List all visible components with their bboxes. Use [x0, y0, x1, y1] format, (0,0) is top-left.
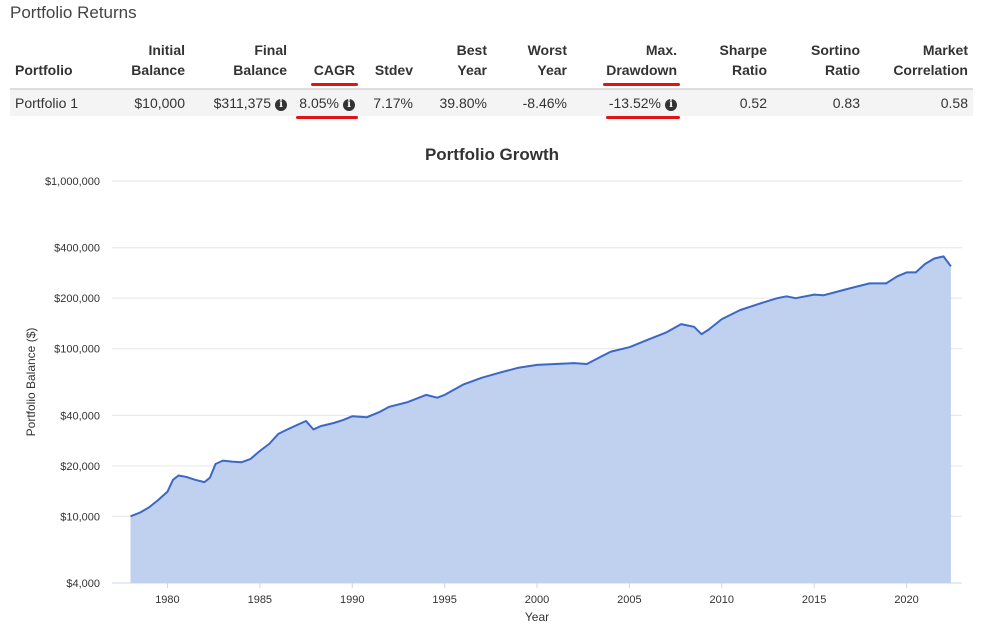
- header-portfolio: Portfolio: [10, 38, 116, 90]
- cell-max-drawdown: -13.52% i: [572, 89, 682, 119]
- table-row: Portfolio 1 $10,000 $311,375 i 8.05% i 7.1…: [10, 89, 973, 119]
- header-cagr[interactable]: CAGR: [292, 38, 360, 90]
- header-initial-balance: Initial Balance: [116, 38, 190, 90]
- cell-sharpe-ratio: 0.52: [682, 89, 772, 116]
- chart-title: Portfolio Growth: [425, 145, 559, 164]
- header-best-year: Best Year: [418, 38, 492, 90]
- cell-initial-balance: $10,000: [116, 89, 190, 116]
- cagr-value-highlight: 8.05% i: [296, 95, 358, 119]
- x-tick-label: 2005: [617, 594, 641, 606]
- portfolio-growth-area: [130, 256, 951, 583]
- y-tick-label: $1,000,000: [45, 176, 100, 188]
- cagr-header-highlight: CAGR: [310, 62, 359, 86]
- x-tick-label: 1985: [248, 594, 272, 606]
- cell-stdev: 7.17%: [360, 89, 418, 116]
- table-header-row: Portfolio Initial Balance Final Balance CA…: [10, 38, 973, 90]
- x-tick-label: 2020: [894, 594, 918, 606]
- x-tick-label: 1995: [432, 594, 456, 606]
- cell-portfolio: Portfolio 1: [10, 89, 116, 116]
- y-tick-label: $4,000: [66, 578, 100, 590]
- x-tick-label: 1990: [340, 594, 364, 606]
- info-icon[interactable]: i: [275, 99, 287, 111]
- info-icon[interactable]: i: [665, 99, 677, 111]
- header-final-balance: Final Balance: [190, 38, 292, 90]
- cell-final-balance: $311,375 i: [190, 89, 292, 116]
- info-icon[interactable]: i: [343, 99, 355, 111]
- header-worst-year: Worst Year: [492, 38, 572, 90]
- cell-best-year: 39.80%: [418, 89, 492, 116]
- portfolio-growth-chart: Portfolio Growth $1,000,000 $400,000 $200,…: [24, 145, 962, 624]
- x-tick-label: 2010: [710, 594, 734, 606]
- x-axis-ticks: 1980 1985 1990 1995 2000 2005 2010 2015 2020: [112, 582, 962, 606]
- max-drawdown-value-highlight: -13.52% i: [605, 95, 681, 119]
- x-axis-label: Year: [525, 610, 549, 624]
- y-tick-label: $10,000: [60, 511, 100, 523]
- max-drawdown-header-highlight: Drawdown: [603, 62, 680, 86]
- y-tick-label: $400,000: [54, 243, 100, 255]
- x-tick-label: 2000: [525, 594, 549, 606]
- y-tick-label: $200,000: [54, 293, 100, 305]
- header-max-drawdown[interactable]: Max. Drawdown: [572, 38, 682, 90]
- portfolio-returns-table: Portfolio Initial Balance Final Balance CA…: [10, 38, 973, 119]
- cell-sortino-ratio: 0.83: [772, 89, 865, 116]
- y-tick-label: $40,000: [60, 410, 100, 422]
- cell-cagr: 8.05% i: [292, 89, 360, 119]
- header-market-correlation: Market Correlation: [865, 38, 973, 90]
- cell-market-correlation: 0.58: [865, 89, 973, 116]
- y-axis-label: Portfolio Balance ($): [24, 328, 38, 437]
- y-tick-label: $20,000: [60, 461, 100, 473]
- header-sharpe-ratio: Sharpe Ratio: [682, 38, 772, 90]
- cell-worst-year: -8.46%: [492, 89, 572, 116]
- section-title: Portfolio Returns: [10, 3, 137, 22]
- y-axis-ticks: $1,000,000 $400,000 $200,000 $100,000 $40,00…: [45, 176, 100, 590]
- x-tick-label: 1980: [155, 594, 179, 606]
- header-sortino-ratio: Sortino Ratio: [772, 38, 865, 90]
- y-tick-label: $100,000: [54, 344, 100, 356]
- x-tick-label: 2015: [802, 594, 826, 606]
- header-stdev: Stdev: [360, 38, 418, 90]
- portfolio-growth-line: [130, 255, 952, 518]
